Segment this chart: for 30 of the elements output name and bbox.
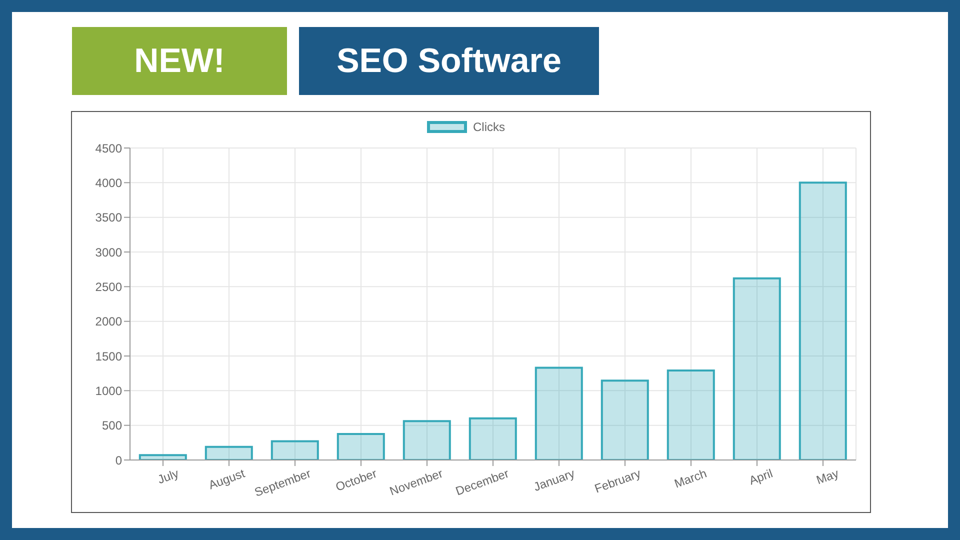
y-tick-label: 3000 <box>95 245 122 260</box>
bar <box>468 417 517 460</box>
x-tick-label: March <box>672 466 709 491</box>
text: NEW! <box>72 27 287 95</box>
y-tick-label: 1000 <box>95 384 122 398</box>
bar <box>534 366 583 460</box>
bar <box>402 420 451 460</box>
x-tick-label: July <box>156 466 181 487</box>
bar <box>600 380 649 460</box>
y-tick-label: 3500 <box>95 210 122 225</box>
y-tick-label: 500 <box>102 418 122 433</box>
chart-title: SEO Software <box>299 27 599 95</box>
bar <box>732 277 781 460</box>
x-tick-label: April <box>747 466 775 488</box>
x-tick-label: August <box>206 466 248 492</box>
bar <box>204 446 253 460</box>
x-tick-label: May <box>814 466 841 488</box>
bar <box>138 454 187 460</box>
x-tick-label: October <box>334 466 379 494</box>
y-tick-label: 2000 <box>95 314 122 329</box>
bar <box>666 370 715 460</box>
y-tick-label: 1500 <box>95 349 122 364</box>
y-tick-label: 4500 <box>95 141 122 156</box>
bar <box>336 433 385 460</box>
y-tick-label: 4000 <box>95 176 122 190</box>
y-tick-label: 2500 <box>95 280 122 294</box>
legend-label: Clicks <box>472 120 505 134</box>
bar <box>798 182 847 460</box>
y-tick-label: 0 <box>115 453 122 468</box>
bar <box>270 440 319 460</box>
